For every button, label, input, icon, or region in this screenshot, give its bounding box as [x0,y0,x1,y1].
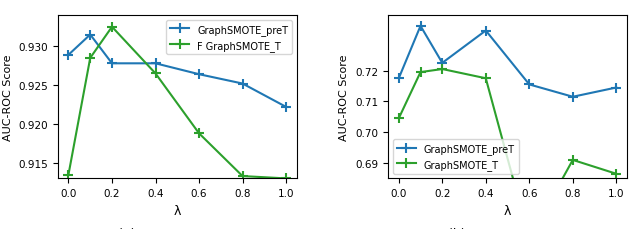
Line: F GraphSMOTE_T: F GraphSMOTE_T [63,23,291,183]
GraphSMOTE_T [482,78,490,80]
GraphSMOTE_preT [195,74,203,76]
GraphSMOTE_T [395,117,403,120]
GraphSMOTE_T [569,159,577,162]
GraphSMOTE_preT [152,63,159,65]
GraphSMOTE_preT [86,34,94,37]
F GraphSMOTE_T [86,57,94,60]
F GraphSMOTE_T [65,173,72,176]
GraphSMOTE_preT [395,78,403,80]
GraphSMOTE_preT [482,30,490,33]
F GraphSMOTE_T [195,132,203,135]
GraphSMOTE_T [417,71,424,74]
GraphSMOTE_preT [569,96,577,99]
Line: GraphSMOTE_preT: GraphSMOTE_preT [63,30,291,112]
GraphSMOTE_preT [239,83,246,86]
Text: (b) F-Measurement: (b) F-Measurement [448,227,567,229]
Y-axis label: AUC-ROC Score: AUC-ROC Score [3,54,13,140]
GraphSMOTE_preT [108,63,116,65]
Legend: GraphSMOTE_preT, GraphSMOTE_T: GraphSMOTE_preT, GraphSMOTE_T [393,139,519,174]
GraphSMOTE_preT [417,25,424,28]
GraphSMOTE_preT [525,84,533,86]
Text: (a) AUC-ROC Score: (a) AUC-ROC Score [118,227,237,229]
GraphSMOTE_preT [438,62,446,65]
X-axis label: λ: λ [504,204,511,217]
Line: GraphSMOTE_T: GraphSMOTE_T [394,65,621,229]
GraphSMOTE_T [612,173,620,175]
GraphSMOTE_preT [65,54,72,57]
Y-axis label: AUC-ROC Score: AUC-ROC Score [339,54,349,140]
GraphSMOTE_T [438,68,446,71]
F GraphSMOTE_T [239,175,246,178]
GraphSMOTE_preT [612,87,620,90]
Legend: GraphSMOTE_preT, F GraphSMOTE_T: GraphSMOTE_preT, F GraphSMOTE_T [166,21,292,55]
F GraphSMOTE_T [282,177,290,180]
F GraphSMOTE_T [152,73,159,76]
F GraphSMOTE_T [108,26,116,29]
GraphSMOTE_preT [282,106,290,109]
X-axis label: λ: λ [173,204,181,217]
Line: GraphSMOTE_preT: GraphSMOTE_preT [394,22,621,102]
